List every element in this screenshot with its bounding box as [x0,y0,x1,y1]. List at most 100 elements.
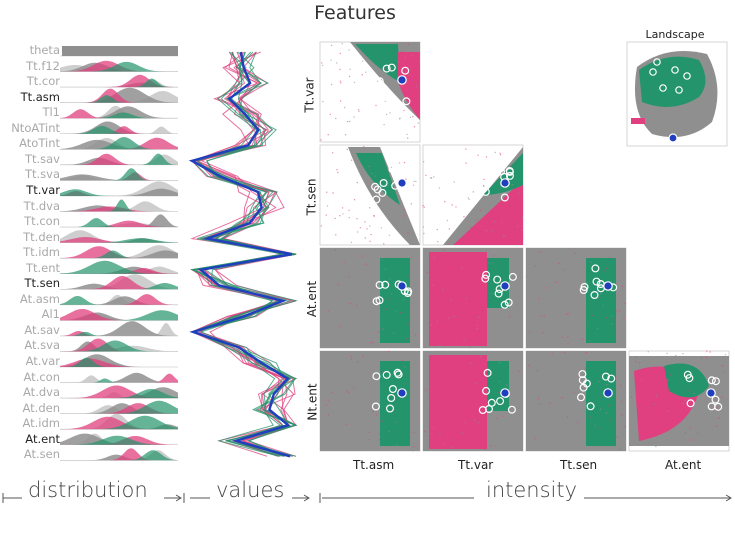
scatter-dot [502,234,505,237]
scatter-cell [319,144,421,246]
scatter-dot [606,383,608,386]
scatter-dot [350,355,352,358]
region-pink [429,355,487,449]
scatter-dot [590,261,592,263]
ridge-density [60,199,178,212]
scatter-dot [566,313,568,315]
selected-point [478,405,487,414]
scatter-dot [500,401,503,403]
scatter-dot [609,256,611,259]
scatter-dot [543,315,545,317]
scatter-dot [621,400,623,402]
scatter-dot [491,293,493,295]
scatter-dot [376,364,379,366]
scatter-dot [374,49,377,51]
scatter-cell [525,350,627,452]
scatter-dot [349,302,351,305]
scatter-dot [621,414,623,416]
scatter-dot [364,237,366,239]
scatter-dot [511,183,514,186]
ridge-density [60,126,178,134]
scatter-dot [387,298,389,300]
scatter-dot [415,85,418,87]
feature-label: At.con [23,369,60,384]
scatter-dot [348,209,350,211]
region-pink [453,180,523,245]
selected-point [394,370,403,379]
scatter-dot [701,397,703,400]
section-label-distribution: distribution [28,478,148,502]
ridge-density [60,372,178,383]
selected-point [493,275,502,284]
scatter-dot [461,267,463,269]
scatter-dot [617,378,619,381]
landscape-focus-point [668,133,678,143]
scatter-dot [540,391,543,393]
scatter-dot [630,396,633,398]
scatter-dot [380,327,382,330]
scatter-dot [326,205,329,207]
scatter-dot [358,110,360,113]
scatter-dot [437,240,439,243]
scatter-dot [547,287,549,289]
figure-title: Features [314,2,396,24]
scatter-dot [320,139,322,141]
scatter-dot [500,154,502,156]
scatter-dot [453,431,455,433]
scatter-dot [362,60,364,62]
scatter-dot [424,430,426,433]
scatter-dot [417,359,419,361]
scatter-dot [528,331,531,333]
scatter-dot [574,353,576,355]
scatter-dot [511,276,513,278]
scatter-dot [521,216,524,218]
scatter-dot [700,357,702,359]
scatter-dot [465,297,467,300]
focus-point [500,388,510,398]
scatter-dot [528,421,530,423]
scatter-dot [334,397,336,400]
scatter-dot [405,178,407,180]
scatter-dot [348,217,350,219]
scatter-dot [397,352,399,355]
selected-point [601,372,610,381]
scatter-dot [340,100,342,102]
scatter-dot [376,152,378,154]
scatter-dot [336,62,338,64]
scatter-dot [437,329,440,332]
section-label-row: distribution values intensity [0,478,735,518]
scatter-dot [468,275,470,278]
scatter-dot [479,403,481,405]
ridge-density [60,139,178,150]
ridge-density [60,294,178,305]
ridge-density [60,331,178,336]
selected-point [372,372,381,381]
feature-label: At.sen [23,447,60,462]
scatter-dot [391,293,393,295]
row-label-at-ent: At.ent [305,280,320,318]
scatter-dot [669,373,672,376]
scatter-dot [388,234,390,236]
ridge-density [60,310,178,321]
scatter-dot [339,52,341,55]
scatter-dot [539,251,541,253]
scatter-dot [362,355,364,358]
scatter-dot [480,304,482,306]
scatter-dot [404,215,406,217]
ridge-density [60,283,178,290]
scatter-dot [393,332,395,334]
scatter-dot [342,213,344,215]
ridge-density [60,338,178,352]
scatter-dot [624,303,626,305]
scatter-dot [684,399,686,402]
scatter-dot [518,192,520,194]
scatter-dot [413,126,416,128]
scatter-dot [477,379,479,381]
ridge-density [60,88,178,103]
selected-point [402,97,411,106]
scatter-dot [452,276,454,278]
scatter-dot [401,212,403,214]
scatter-dot [436,228,438,231]
scatter-dot [334,249,336,251]
ridge-density [60,201,178,212]
